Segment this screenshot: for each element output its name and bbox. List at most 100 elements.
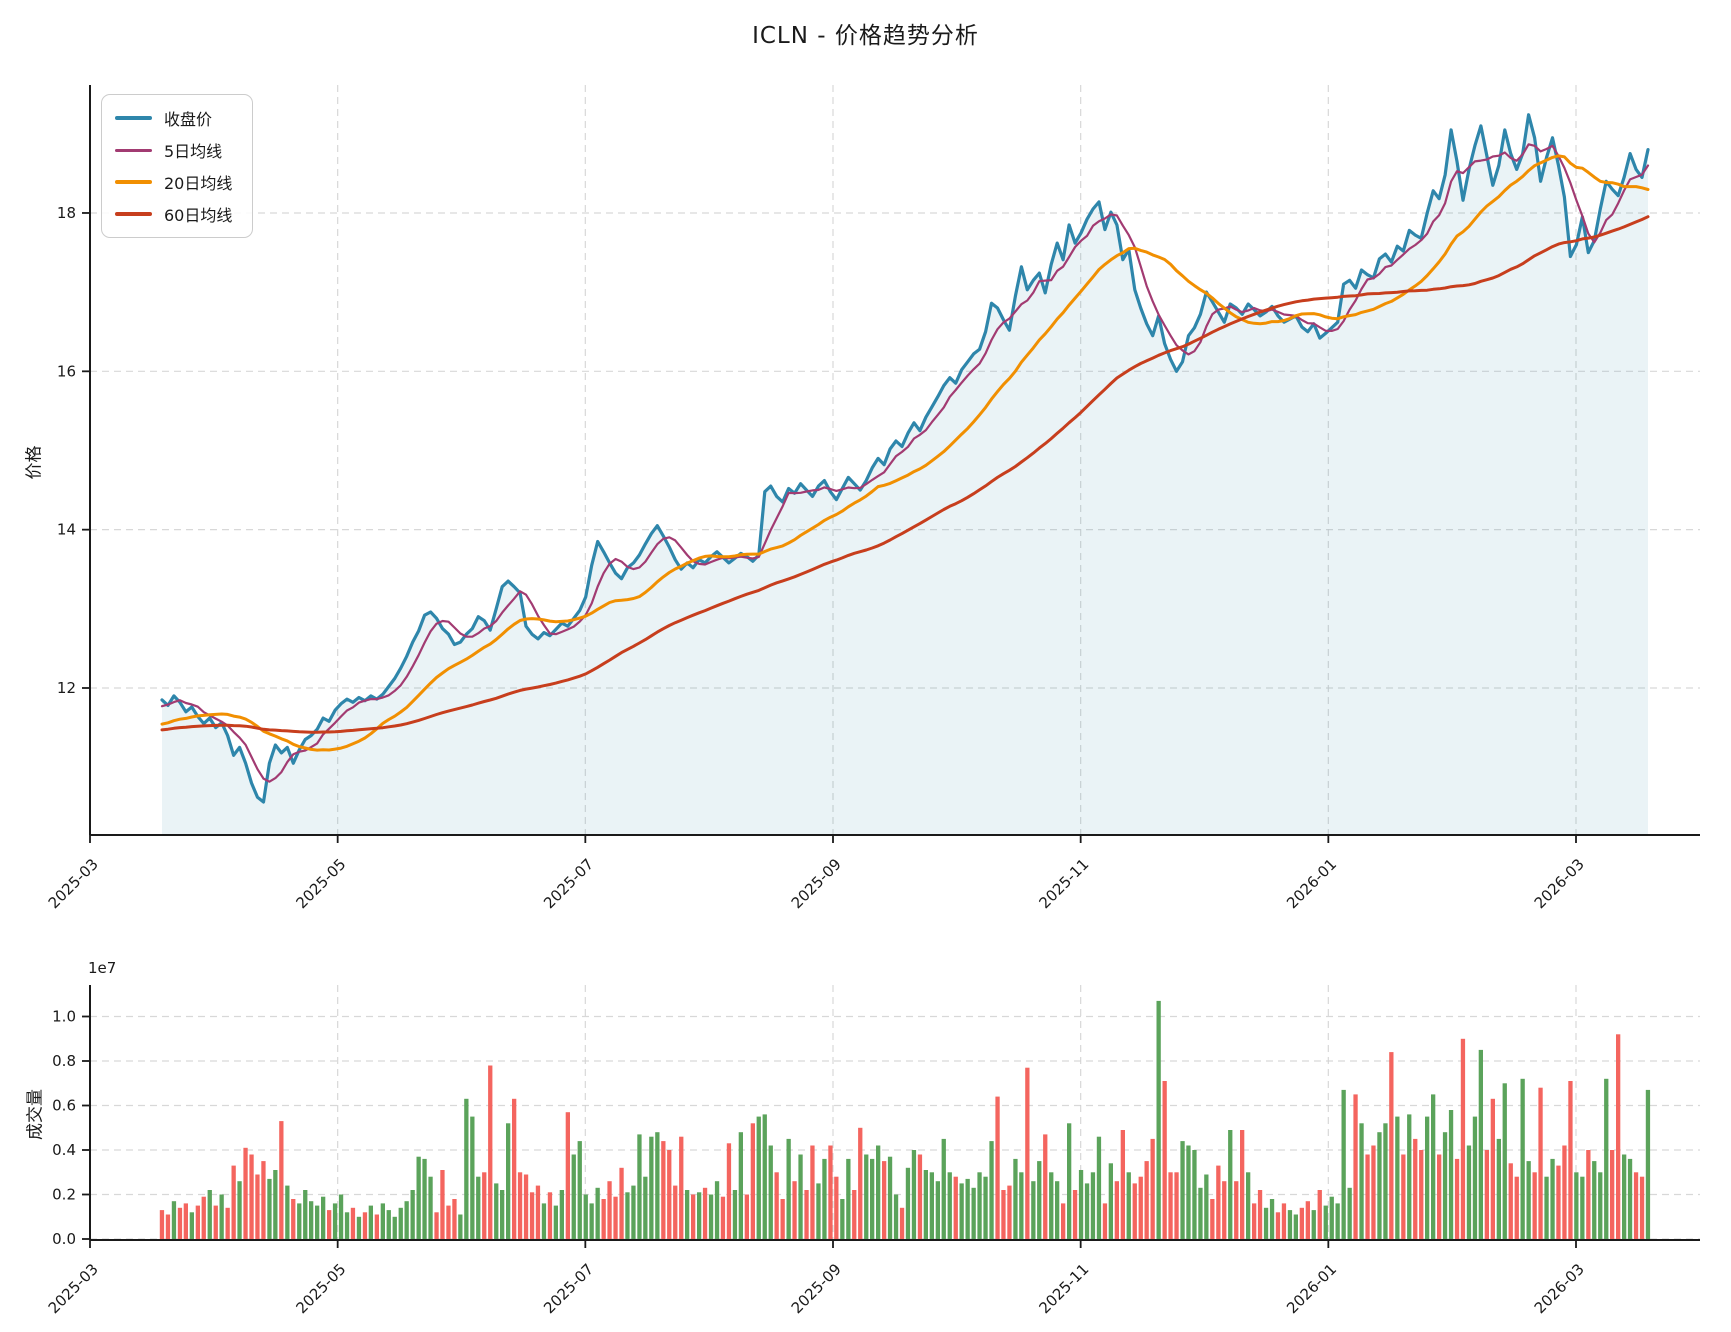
volume-bar (1645, 1089, 1651, 1239)
volume-bar (1472, 1116, 1478, 1239)
volume-bar (171, 1201, 177, 1239)
volume-bar (571, 1154, 576, 1239)
volume-y-tick-label: 0.2 (52, 1186, 76, 1204)
volume-bar (732, 1190, 738, 1239)
volume-bar (1610, 1150, 1615, 1239)
volume-bar (177, 1207, 183, 1239)
volume-bar (1120, 1130, 1125, 1239)
volume-bar (1454, 1158, 1460, 1239)
legend-item-close: 收盘价 (115, 106, 232, 130)
volume-bar (1627, 1158, 1633, 1239)
volume-bar (1520, 1078, 1525, 1239)
volume-bar (738, 1132, 743, 1239)
volume-bar (1335, 1203, 1340, 1239)
volume-bar (1180, 1141, 1185, 1239)
legend-label: 5日均线 (164, 142, 223, 161)
volume-bar (959, 1183, 964, 1239)
volume-bar (1078, 1170, 1084, 1239)
volume-bar (780, 1199, 785, 1239)
volume-bar (720, 1196, 726, 1239)
volume-bar (464, 1098, 469, 1239)
volume-bar (1413, 1138, 1418, 1239)
volume-bar (1556, 1165, 1561, 1239)
volume-bar (249, 1154, 254, 1239)
volume-bar (297, 1203, 302, 1239)
volume-bar (195, 1205, 200, 1239)
volume-bar (905, 1167, 911, 1239)
price-y-tick-label: 18 (57, 204, 76, 222)
volume-bar (267, 1178, 272, 1239)
volume-bar (1550, 1158, 1555, 1239)
volume-bar (1604, 1078, 1609, 1239)
volume-bar (291, 1199, 296, 1239)
volume-bar (1586, 1150, 1591, 1239)
volume-bar (1090, 1172, 1096, 1240)
legend-label: 60日均线 (164, 206, 233, 225)
volume-bar (1305, 1201, 1310, 1239)
volume-bar (768, 1145, 773, 1239)
legend-label: 收盘价 (164, 110, 213, 129)
volume-bar (1132, 1183, 1137, 1239)
volume-bar (840, 1199, 845, 1239)
ma5-line-swatch (115, 148, 152, 152)
volume-bar (667, 1150, 672, 1239)
price-x-tick-label: 2025-09 (788, 855, 845, 912)
volume-bar (619, 1167, 624, 1239)
volume-bar (1269, 1199, 1275, 1239)
volume-bar (1359, 1123, 1364, 1239)
volume-bar (1216, 1165, 1221, 1239)
volume-bar (1460, 1038, 1466, 1240)
volume-x-tick-label: 2025-09 (788, 1260, 845, 1317)
legend-item-ma60: 60日均线 (115, 202, 232, 226)
volume-bar (1639, 1176, 1645, 1239)
volume-bar (1037, 1161, 1042, 1239)
volume-bar (1347, 1187, 1352, 1239)
volume-bar (1246, 1172, 1251, 1240)
close-line-swatch (115, 116, 152, 120)
volume-x-tick-label: 2025-11 (1035, 1260, 1092, 1317)
volume-bar (1144, 1161, 1149, 1239)
volume-bar (219, 1194, 224, 1239)
volume-bar (876, 1145, 881, 1239)
volume-bar (643, 1176, 648, 1239)
volume-bar (428, 1176, 433, 1239)
volume-bar (356, 1216, 362, 1240)
volume-bar (685, 1190, 690, 1239)
volume-bar (1222, 1181, 1227, 1239)
volume-bar (517, 1172, 523, 1240)
volume-bar (1168, 1172, 1173, 1240)
price-x-tick-label: 2026-03 (1531, 855, 1588, 912)
volume-bar (1592, 1161, 1597, 1239)
volume-bar (655, 1132, 660, 1239)
volume-bar (1365, 1154, 1370, 1239)
volume-y-tick-label: 0.0 (52, 1230, 76, 1248)
volume-bar (285, 1185, 290, 1239)
volume-bar (1317, 1190, 1322, 1239)
volume-bar (189, 1212, 194, 1239)
volume-bar (1341, 1089, 1346, 1239)
volume-bar (971, 1187, 976, 1239)
volume-bar (1299, 1207, 1304, 1239)
volume-bar (1425, 1116, 1430, 1239)
volume-bar (1407, 1114, 1412, 1239)
volume-bar (225, 1207, 230, 1239)
volume-bar (1598, 1172, 1603, 1240)
volume-bar (1150, 1138, 1155, 1239)
volume-bar (159, 1210, 165, 1239)
volume-bar (541, 1203, 547, 1239)
volume-bar (410, 1190, 415, 1239)
volume-bar (1568, 1081, 1573, 1239)
volume-bar (917, 1154, 923, 1239)
volume-axis-label: 成交量 (25, 1089, 46, 1140)
volume-bar (1055, 1181, 1060, 1239)
volume-bar (702, 1187, 708, 1239)
volume-bar (1377, 1132, 1382, 1239)
volume-bar (1263, 1207, 1269, 1239)
volume-bar (1389, 1052, 1394, 1239)
volume-bar (303, 1190, 308, 1239)
volume-bar (452, 1199, 457, 1239)
legend-item-ma20: 20日均线 (115, 170, 232, 194)
volume-bar (923, 1170, 928, 1239)
volume-bar (750, 1123, 755, 1239)
